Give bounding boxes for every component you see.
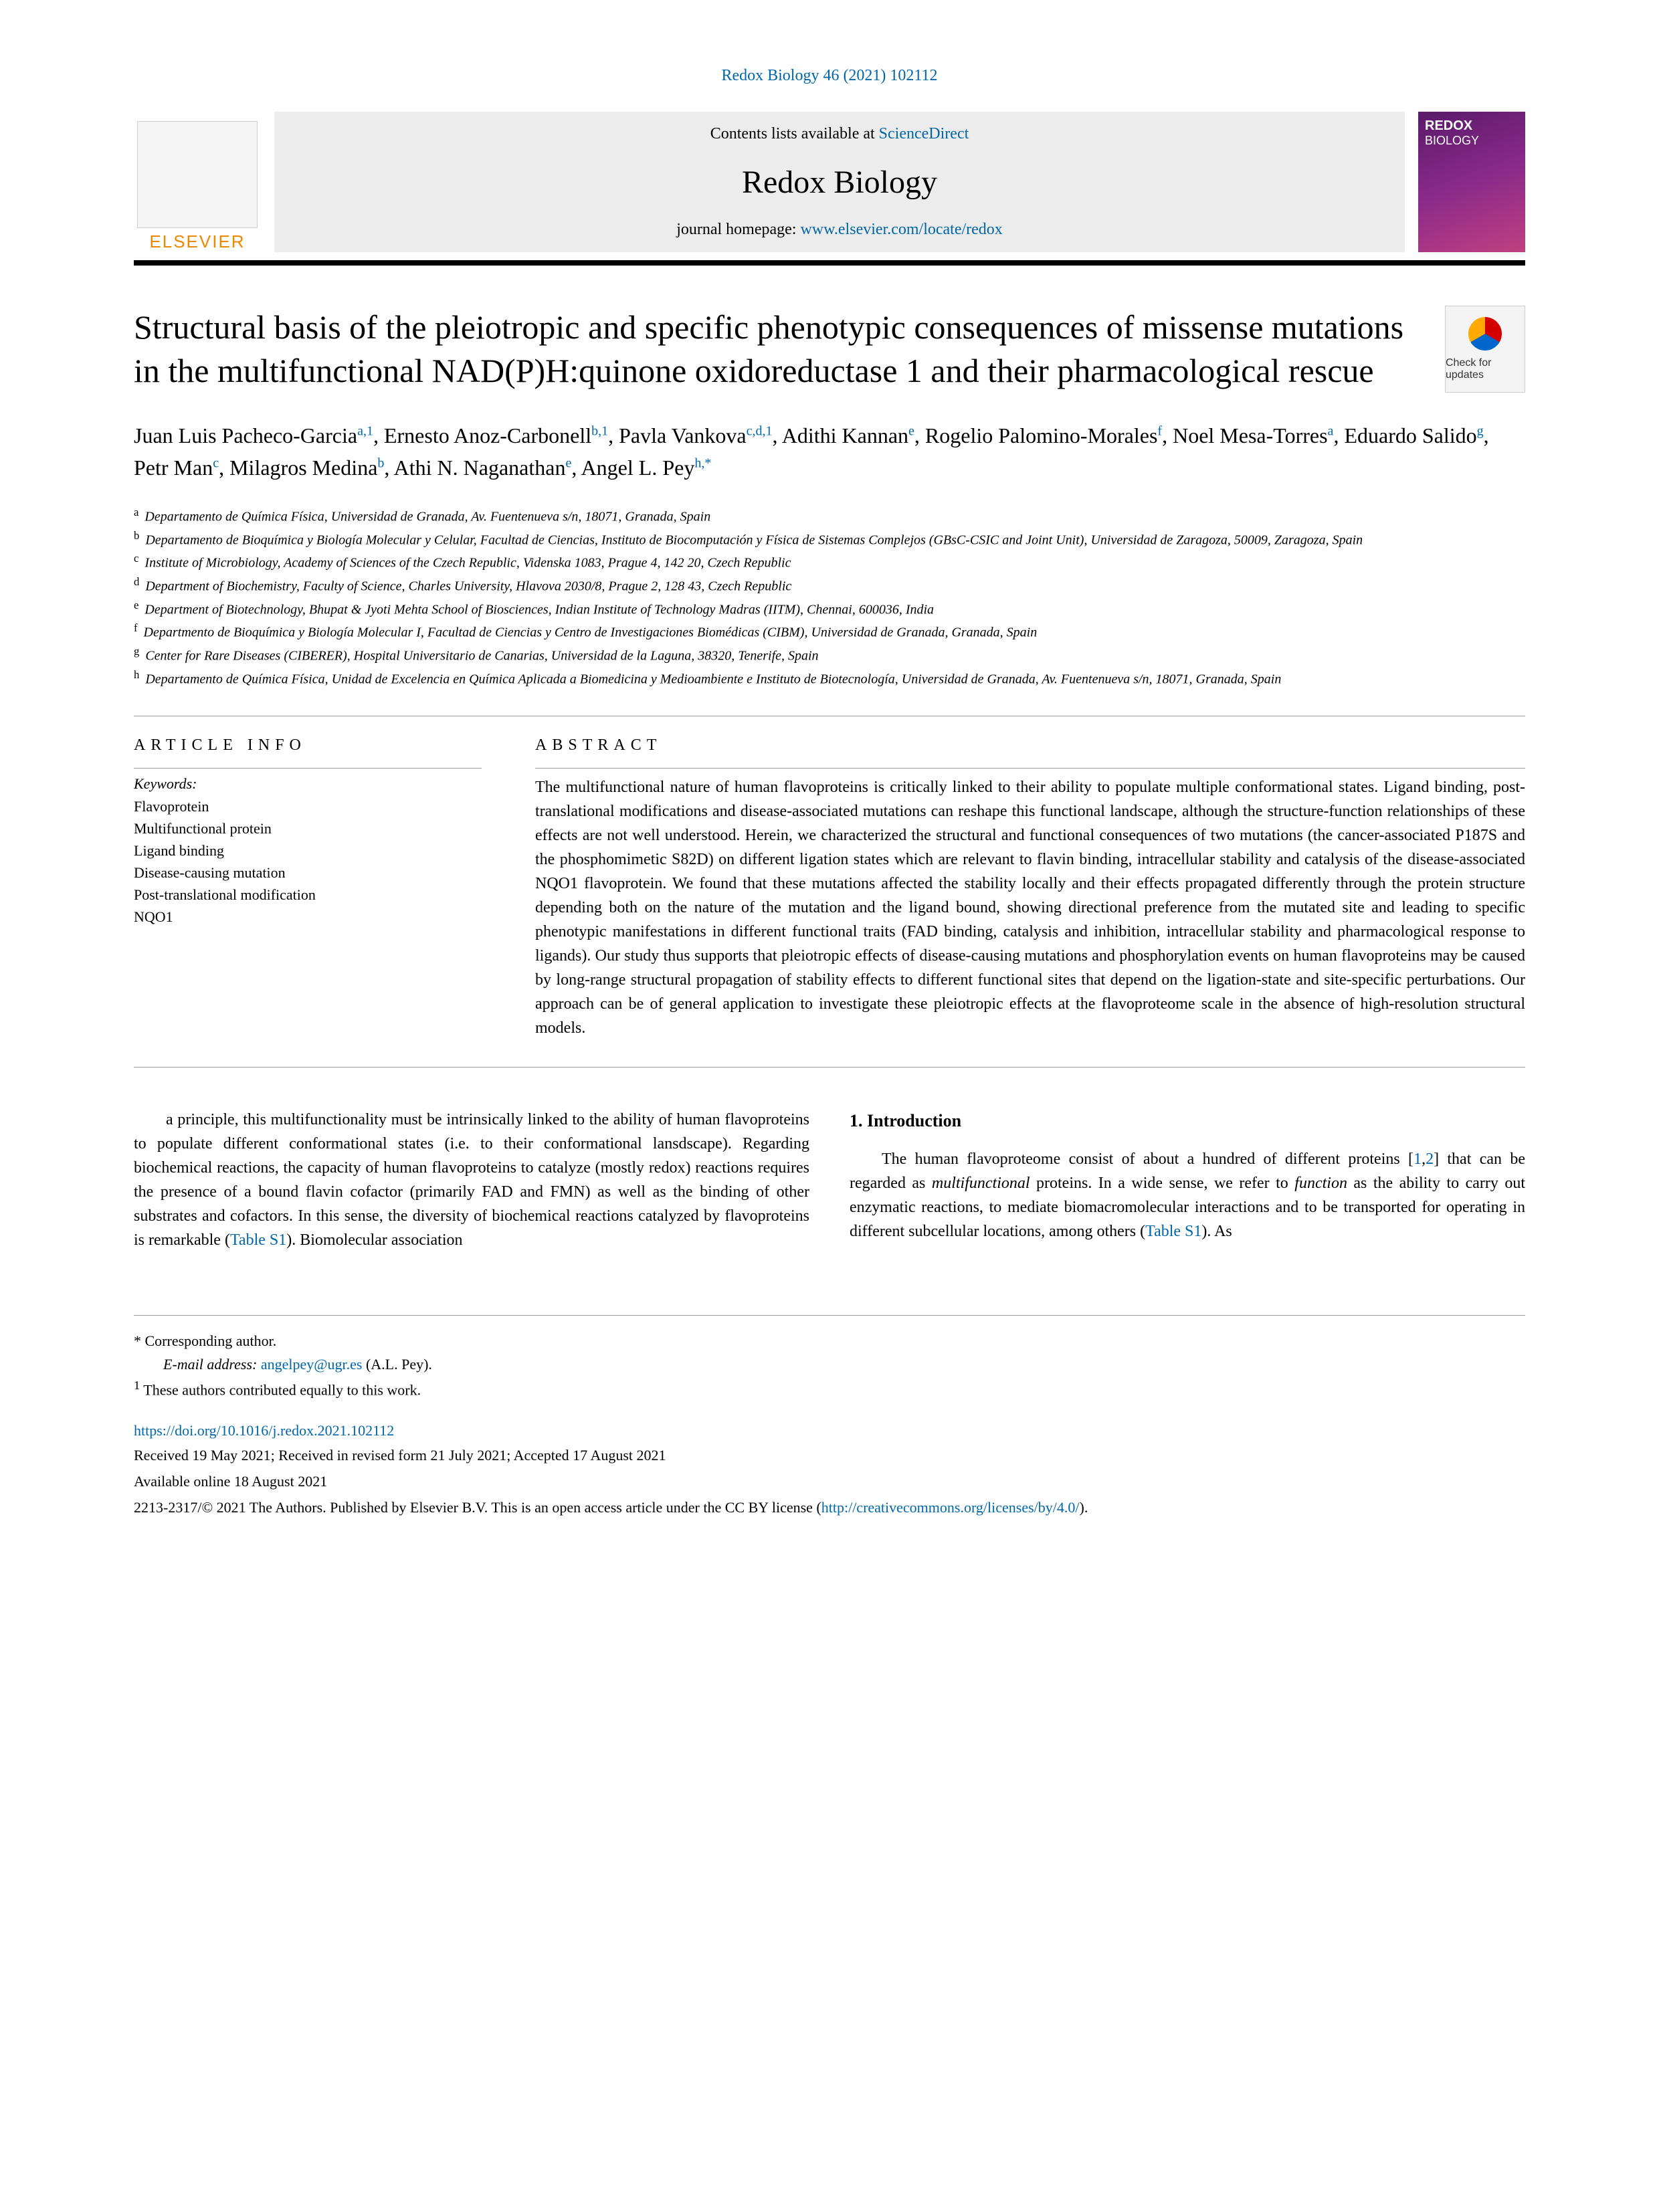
keyword-item: Post-translational modification [134, 884, 482, 906]
publication-dates: Received 19 May 2021; Received in revise… [134, 1444, 1525, 1466]
check-updates-badge[interactable]: Check for updates [1445, 306, 1525, 393]
keyword-item: Disease-causing mutation [134, 862, 482, 884]
homepage-link[interactable]: www.elsevier.com/locate/redox [800, 221, 1002, 238]
banner-center: Contents lists available at ScienceDirec… [274, 112, 1405, 252]
footer-notes: * Corresponding author. E-mail address: … [134, 1315, 1525, 1402]
contents-prefix: Contents lists available at [710, 125, 879, 142]
abstract-heading: ABSTRACT [535, 736, 1525, 755]
keyword-item: NQO1 [134, 906, 482, 928]
available-online: Available online 18 August 2021 [134, 1470, 1525, 1492]
cc-license-link[interactable]: http://creativecommons.org/licenses/by/4… [821, 1499, 1080, 1516]
affiliation-item: e Department of Biotechnology, Bhupat & … [134, 597, 1525, 620]
cover-title-1: REDOX [1425, 118, 1519, 134]
journal-cover-thumbnail[interactable]: REDOX BIOLOGY [1418, 112, 1525, 252]
elsevier-text: ELSEVIER [149, 231, 245, 252]
equal-contribution-note: 1 These authors contributed equally to t… [134, 1376, 1525, 1402]
affiliation-item: d Department of Biochemistry, Faculty of… [134, 573, 1525, 597]
affiliations-list: a Departamento de Química Física, Univer… [134, 504, 1525, 689]
copyright-post: ). [1080, 1499, 1088, 1516]
homepage-prefix: journal homepage: [676, 221, 800, 238]
homepage-line: journal homepage: www.elsevier.com/locat… [676, 221, 1003, 239]
body-text-columns: a principle, this multifunctionality mus… [134, 1108, 1525, 1262]
copyright-pre: 2213-2317/© 2021 The Authors. Published … [134, 1499, 821, 1516]
header-divider-bar [134, 260, 1525, 266]
copyright-line: 2213-2317/© 2021 The Authors. Published … [134, 1496, 1525, 1518]
journal-reference: Redox Biology 46 (2021) 102112 [134, 67, 1525, 85]
affiliation-item: c Institute of Microbiology, Academy of … [134, 550, 1525, 573]
note1-text: These authors contributed equally to thi… [143, 1381, 421, 1398]
abstract-text: The multifunctional nature of human flav… [535, 768, 1525, 1040]
email-name: (A.L. Pey). [362, 1356, 431, 1373]
email-label: E-mail address: [163, 1356, 261, 1373]
affiliation-item: b Departamento de Bioquímica y Biología … [134, 527, 1525, 550]
sciencedirect-link[interactable]: ScienceDirect [879, 125, 969, 142]
intro-para-continued: a principle, this multifunctionality mus… [134, 1108, 809, 1252]
contents-line: Contents lists available at ScienceDirec… [710, 125, 969, 143]
affiliation-item: f Departmento de Bioquímica y Biología M… [134, 619, 1525, 643]
keyword-item: Multifunctional protein [134, 817, 482, 839]
keywords-list: FlavoproteinMultifunctional proteinLigan… [134, 795, 482, 928]
elsevier-tree-icon [137, 121, 258, 228]
elsevier-logo[interactable]: ELSEVIER [134, 112, 261, 252]
email-link[interactable]: angelpey@ugr.es [261, 1356, 363, 1373]
keyword-item: Flavoprotein [134, 795, 482, 817]
corresponding-author-note: * Corresponding author. [134, 1329, 1525, 1352]
doi-link[interactable]: https://doi.org/10.1016/j.redox.2021.102… [134, 1422, 394, 1439]
journal-name: Redox Biology [742, 164, 937, 201]
affiliation-item: a Departamento de Química Física, Univer… [134, 504, 1525, 527]
affiliation-item: g Center for Rare Diseases (CIBERER), Ho… [134, 643, 1525, 666]
intro-para-1: The human flavoproteome consist of about… [850, 1147, 1525, 1243]
section-rule [134, 1067, 1525, 1068]
article-title: Structural basis of the pleiotropic and … [134, 306, 1525, 393]
abstract-column: ABSTRACT The multifunctional nature of h… [535, 736, 1525, 1040]
authors-list: Juan Luis Pacheco-Garciaa,1, Ernesto Ano… [134, 419, 1525, 484]
article-info-heading: ARTICLE INFO [134, 736, 482, 755]
section-1-heading: 1. Introduction [850, 1108, 1525, 1134]
updates-label: Check for updates [1446, 357, 1525, 381]
crossmark-icon [1468, 317, 1502, 350]
keyword-item: Ligand binding [134, 839, 482, 862]
email-line: E-mail address: angelpey@ugr.es (A.L. Pe… [134, 1352, 1525, 1376]
cover-title-2: BIOLOGY [1425, 134, 1519, 148]
keywords-label: Keywords: [134, 768, 482, 793]
affiliation-item: h Departamento de Química Física, Unidad… [134, 666, 1525, 690]
doi-line: https://doi.org/10.1016/j.redox.2021.102… [134, 1422, 1525, 1440]
article-info-column: ARTICLE INFO Keywords: FlavoproteinMulti… [134, 736, 482, 1040]
header-banner: ELSEVIER Contents lists available at Sci… [134, 112, 1525, 252]
info-abstract-row: ARTICLE INFO Keywords: FlavoproteinMulti… [134, 736, 1525, 1040]
